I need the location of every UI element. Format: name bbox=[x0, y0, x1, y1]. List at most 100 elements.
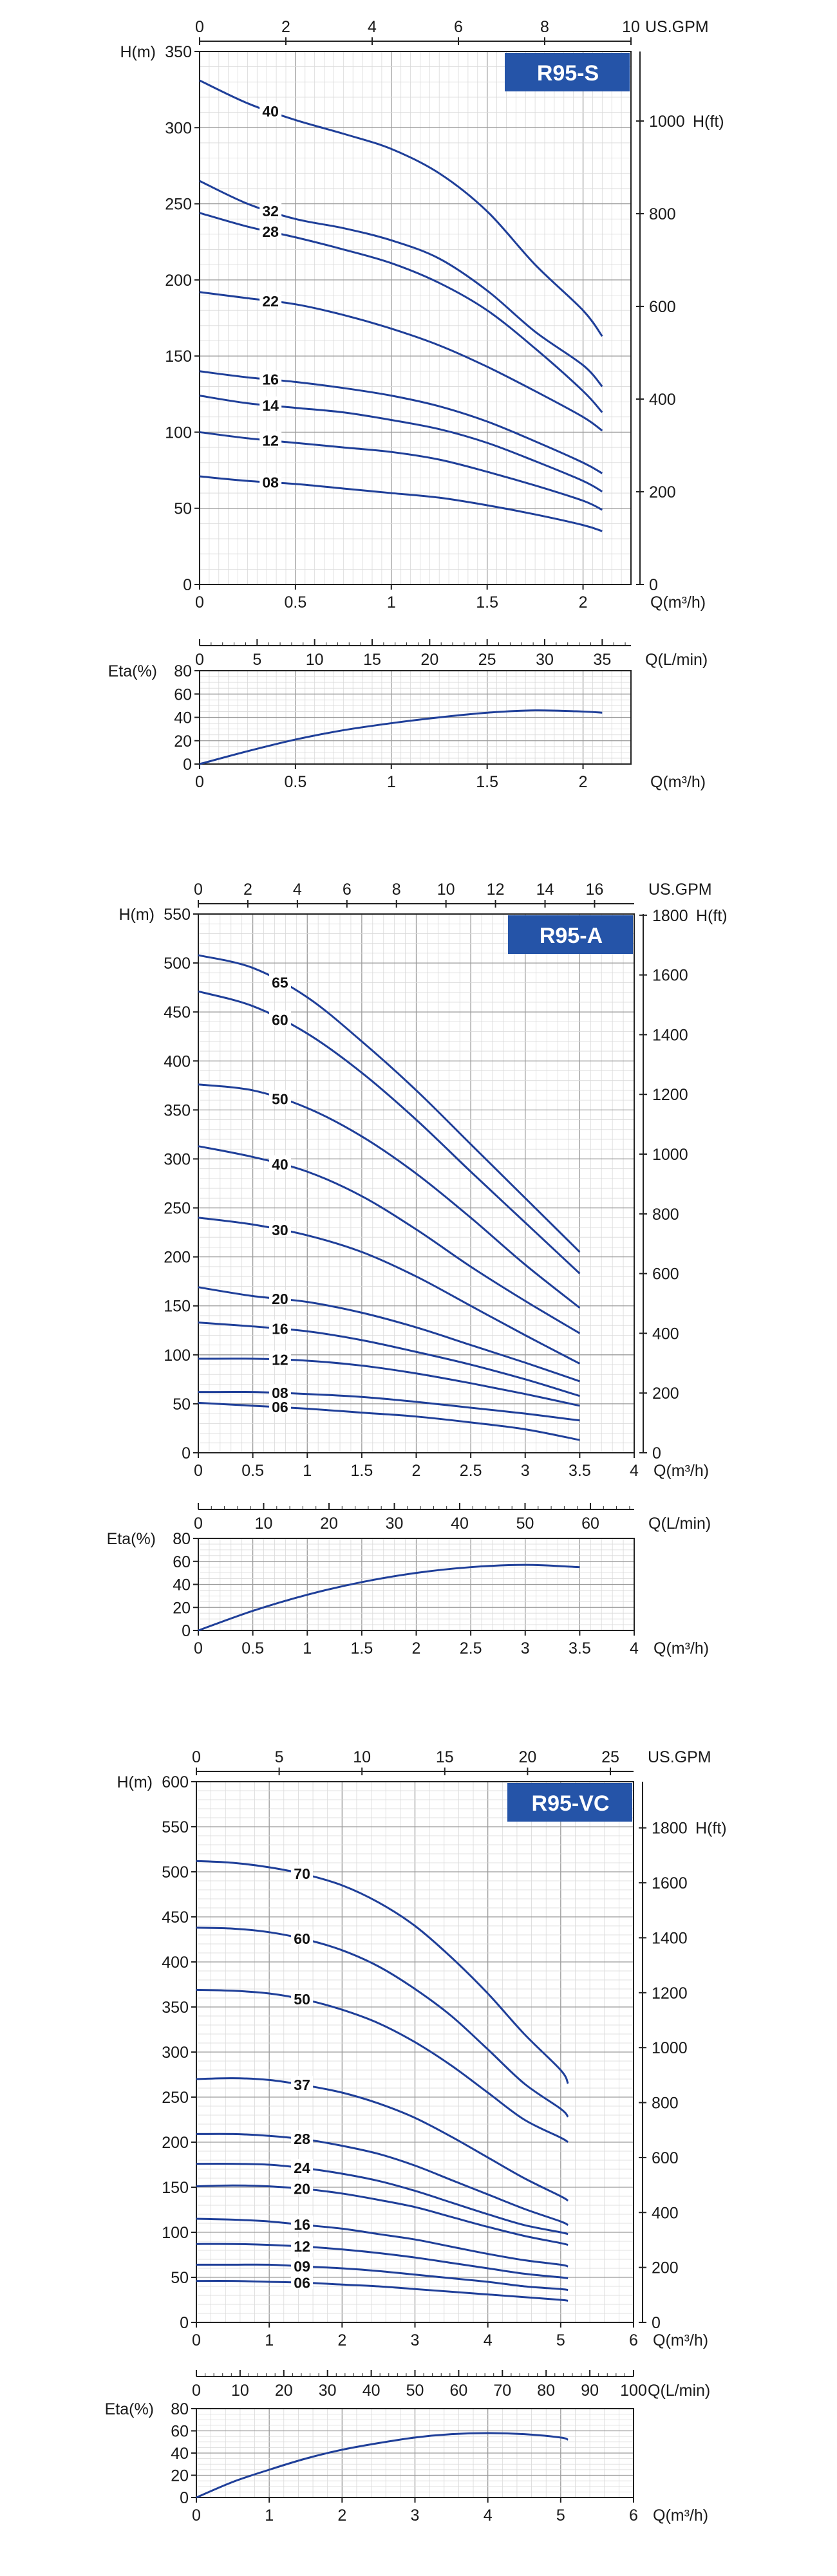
stage-label-bg bbox=[291, 2130, 314, 2146]
head-curve-50 bbox=[196, 1988, 569, 2143]
lmin-tick-label: 60 bbox=[581, 1515, 599, 1533]
right-tick-label: 800 bbox=[649, 205, 676, 223]
head-grid bbox=[198, 913, 635, 1453]
eff-x-tick-label: 1.5 bbox=[476, 773, 498, 791]
efficiency-curve bbox=[198, 1563, 580, 1632]
stage-label-08: 08 bbox=[262, 474, 279, 490]
y-tick-label: 100 bbox=[164, 1347, 191, 1365]
lmin-axis-title: Q(L/min) bbox=[648, 1515, 711, 1533]
efficiency-curve bbox=[196, 2432, 569, 2499]
x-tick-label: 0.5 bbox=[285, 593, 307, 611]
eff-y-tick-label: 0 bbox=[183, 756, 192, 774]
eff-x-tick-label: 1 bbox=[265, 2506, 274, 2525]
x-tick-label: 2 bbox=[337, 2331, 346, 2349]
top-tick-label: 8 bbox=[540, 18, 549, 36]
lmin-tick-label: 60 bbox=[449, 2382, 467, 2400]
y-tick-label: 200 bbox=[162, 2134, 189, 2152]
right-tick-label: 0 bbox=[649, 576, 658, 594]
x-tick-label: 2.5 bbox=[460, 1462, 482, 1480]
head-curve-30 bbox=[198, 1217, 581, 1365]
y-tick-label: 250 bbox=[165, 196, 192, 214]
model-title: R95-S bbox=[537, 61, 599, 86]
y-tick-label: 350 bbox=[164, 1101, 191, 1119]
x-tick-label: 4 bbox=[484, 2331, 493, 2349]
right-tick-label: 1200 bbox=[652, 1086, 688, 1104]
y-tick-label: 300 bbox=[165, 119, 192, 137]
head-curve-12 bbox=[198, 1358, 580, 1407]
top-tick-label: 14 bbox=[536, 881, 554, 899]
right-tick-label: 1000 bbox=[652, 1146, 688, 1164]
top-tick-label: 8 bbox=[392, 881, 401, 899]
eff-x-tick-label: 4 bbox=[630, 1639, 639, 1657]
head-curve-20 bbox=[198, 1286, 580, 1383]
efficiency-grid bbox=[198, 1538, 635, 1631]
stage-label-bg bbox=[291, 2179, 314, 2196]
stage-label-32: 32 bbox=[262, 203, 279, 219]
right-tick-label: 600 bbox=[652, 1265, 679, 1283]
right-tick-label: 200 bbox=[652, 1385, 679, 1403]
x-tick-label: 2 bbox=[579, 593, 588, 611]
y-tick-label: 500 bbox=[162, 1863, 189, 1881]
eff-x-axis-title: Q(m³/h) bbox=[653, 2506, 708, 2525]
lmin-tick-label: 50 bbox=[516, 1515, 534, 1533]
head-curve-60 bbox=[196, 1927, 569, 2118]
x-axis-title: Q(m³/h) bbox=[654, 1462, 709, 1480]
top-tick-label: 10 bbox=[622, 18, 640, 36]
right-tick-label: 600 bbox=[649, 298, 676, 316]
stage-label-bg bbox=[268, 1011, 291, 1027]
y-tick-label: 400 bbox=[164, 1052, 191, 1070]
stage-label-16: 16 bbox=[262, 371, 279, 388]
eff-axis-title: Eta(%) bbox=[105, 2400, 154, 2418]
eff-x-tick-label: 0.5 bbox=[285, 773, 307, 791]
top-tick-label: 2 bbox=[243, 881, 252, 899]
head-grid bbox=[196, 1781, 634, 2323]
model-badge bbox=[505, 53, 630, 91]
x-tick-label: 1.5 bbox=[476, 593, 498, 611]
top-axis-title: US.GPM bbox=[645, 18, 709, 36]
y-tick-label: 100 bbox=[162, 2224, 189, 2242]
head-curve-65 bbox=[198, 954, 581, 1253]
stage-label-bg bbox=[291, 1929, 314, 1945]
lmin-tick-label: 10 bbox=[231, 2382, 249, 2400]
eff-axis-title: Eta(%) bbox=[107, 1530, 156, 1548]
y-axis-title: H(m) bbox=[120, 43, 156, 61]
eff-x-tick-label: 2 bbox=[579, 773, 588, 791]
right-tick-label: 1200 bbox=[652, 1984, 688, 2002]
head-curve-70 bbox=[196, 1860, 569, 2084]
stage-label-bg bbox=[291, 2216, 314, 2232]
lmin-tick-label: 70 bbox=[493, 2382, 511, 2400]
model-badge bbox=[508, 915, 633, 954]
stage-label-bg bbox=[268, 1090, 291, 1106]
stage-label-bg bbox=[268, 1350, 291, 1367]
top-tick-label: 2 bbox=[281, 18, 290, 36]
lmin-tick-label: 15 bbox=[363, 651, 381, 669]
stage-label-22: 22 bbox=[262, 293, 279, 310]
head-curve-08 bbox=[198, 1390, 580, 1422]
y-tick-label: 250 bbox=[164, 1200, 191, 1218]
eff-x-tick-label: 5 bbox=[556, 2506, 565, 2525]
stage-label-30: 30 bbox=[272, 1222, 288, 1238]
stage-label-bg bbox=[268, 1398, 291, 1414]
head-curve-16 bbox=[196, 2217, 569, 2268]
eff-x-tick-label: 2.5 bbox=[460, 1639, 482, 1657]
y-tick-label: 0 bbox=[183, 576, 192, 594]
top-tick-label: 4 bbox=[293, 881, 302, 899]
lmin-tick-label: 20 bbox=[320, 1515, 338, 1533]
model-title: R95-A bbox=[540, 924, 603, 948]
eff-y-tick-label: 40 bbox=[171, 2445, 189, 2463]
eff-y-tick-label: 0 bbox=[180, 2489, 189, 2507]
right-tick-label: 1000 bbox=[652, 2039, 688, 2057]
eff-x-tick-label: 2 bbox=[337, 2506, 346, 2525]
y-tick-label: 500 bbox=[164, 955, 191, 973]
lmin-tick-label: 20 bbox=[275, 2382, 293, 2400]
eff-y-tick-label: 60 bbox=[173, 1553, 191, 1571]
stage-label-bg bbox=[268, 973, 291, 989]
lmin-tick-label: 0 bbox=[195, 651, 204, 669]
top-tick-label: 10 bbox=[437, 881, 455, 899]
eff-x-axis-title: Q(m³/h) bbox=[654, 1639, 709, 1657]
stage-label-bg bbox=[259, 223, 282, 239]
y-tick-label: 150 bbox=[164, 1298, 191, 1316]
efficiency-grid bbox=[199, 670, 632, 765]
stage-label-20: 20 bbox=[272, 1291, 288, 1307]
